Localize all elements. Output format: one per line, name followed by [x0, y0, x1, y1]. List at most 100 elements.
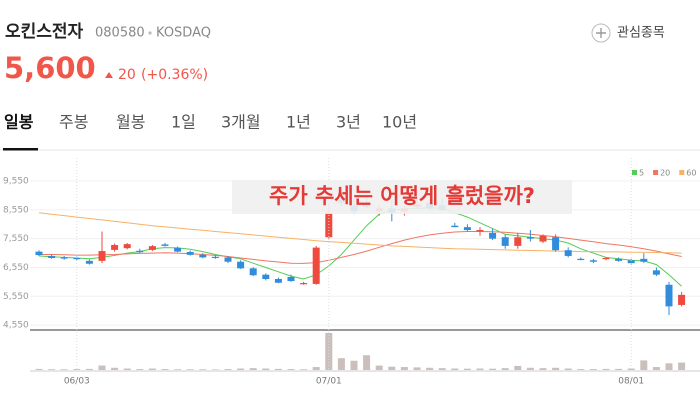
annotation: 주가 추세는 어떻게 흘렀을까? [269, 184, 535, 208]
favorite-label[interactable]: 관심종목 [617, 26, 665, 41]
volume-bar [526, 367, 534, 370]
candle-body [262, 274, 270, 280]
volume-bar [375, 365, 383, 370]
candle-body [451, 225, 459, 228]
volume-bar [199, 369, 207, 370]
stock-code: 080580 [95, 26, 145, 41]
volume-bar [186, 369, 194, 370]
candle-body [526, 237, 534, 239]
volume-bar [224, 369, 232, 370]
candle-body [602, 257, 610, 260]
volume-bar [501, 368, 509, 370]
volume-bar [451, 368, 459, 370]
moving-average-line [38, 207, 682, 287]
volume-bar [211, 369, 219, 370]
candle-body [577, 258, 585, 261]
volume-bar [174, 369, 182, 370]
annotation-bg [232, 180, 572, 214]
candle-body [148, 246, 156, 250]
volume-bar [640, 360, 648, 370]
volume-bar [60, 369, 68, 370]
candle-body [249, 268, 257, 276]
legend-label: 60 [686, 169, 696, 178]
volume-bar [564, 368, 572, 370]
volume-bar [589, 369, 597, 370]
candle-body [463, 227, 471, 231]
volume-bar [438, 368, 446, 370]
candle-body [98, 251, 106, 261]
candle-body [665, 284, 673, 307]
volume-bar [665, 363, 673, 370]
stock-name: 오킨스전자 [5, 22, 84, 42]
y-tick-label: 5,550 [3, 292, 29, 302]
candle-body [501, 237, 509, 246]
candle-body [640, 258, 648, 262]
volume-bar [577, 369, 585, 370]
candle-body [476, 230, 484, 232]
period-tab[interactable]: 1일 [171, 113, 196, 132]
volume-bar [274, 368, 282, 370]
candle-body [237, 261, 245, 269]
period-tab[interactable]: 월봉 [116, 113, 145, 132]
y-tick-label: 6,550 [3, 263, 29, 273]
volume-bar [476, 368, 484, 370]
period-tab[interactable]: 3년 [336, 113, 361, 132]
candle-body [186, 251, 194, 255]
candle-body [489, 232, 497, 239]
moving-average-line [39, 231, 682, 264]
period-tab[interactable]: 1년 [286, 113, 311, 132]
volume-bar [413, 367, 421, 370]
candle-body [35, 251, 43, 256]
x-tick-label: 08/01 [618, 377, 644, 387]
price-change: 20 [118, 67, 136, 83]
legend-label: 5 [639, 169, 644, 178]
volume-bar [148, 368, 156, 370]
candle-body [564, 250, 572, 256]
volume-bar [627, 368, 635, 370]
y-tick-label: 8,550 [3, 205, 29, 215]
candle-body [60, 257, 68, 259]
candle-body [312, 247, 320, 284]
candle-body [274, 279, 282, 283]
candle-body [615, 258, 623, 261]
volume-bar [237, 368, 245, 370]
candle-body [85, 260, 93, 264]
volume-bar [325, 333, 333, 370]
legend-swatch [632, 170, 637, 175]
volume-bar [111, 367, 119, 370]
candle-body [224, 257, 232, 262]
period-tab[interactable]: 일봉 [4, 113, 34, 132]
period-tab[interactable]: 주봉 [59, 113, 88, 132]
price-change-pct: (+0.36%) [141, 67, 208, 83]
separator-dot [148, 31, 152, 35]
favorite-plus [596, 28, 606, 38]
volume-bar [489, 368, 497, 370]
volume-bar [552, 367, 560, 370]
favorite-icon [591, 23, 611, 43]
candle-body [552, 237, 560, 251]
volume-bar [48, 369, 56, 370]
y-tick-label: 4,550 [3, 321, 29, 331]
up-arrow [105, 72, 113, 78]
volume-bar [73, 369, 81, 370]
volume-bar [463, 368, 471, 370]
volume-bar [363, 355, 371, 370]
volume-bar [249, 368, 257, 370]
candle-body [111, 245, 119, 250]
volume-bar [400, 367, 408, 370]
x-tick-label: 06/03 [64, 377, 90, 387]
volume-bar [539, 368, 547, 370]
candle-body [287, 276, 295, 282]
period-tab[interactable]: 10년 [382, 113, 417, 132]
favorite-button[interactable]: 관심종목 [591, 23, 665, 43]
volume-bar [678, 362, 686, 370]
volume-bar [602, 368, 610, 370]
volume-bar [426, 367, 434, 370]
stock-market: KOSDAQ [156, 26, 211, 41]
candle-body [539, 235, 547, 242]
volume-bar [161, 369, 169, 370]
candle-body [627, 260, 635, 264]
period-tab[interactable]: 3개월 [221, 113, 261, 132]
